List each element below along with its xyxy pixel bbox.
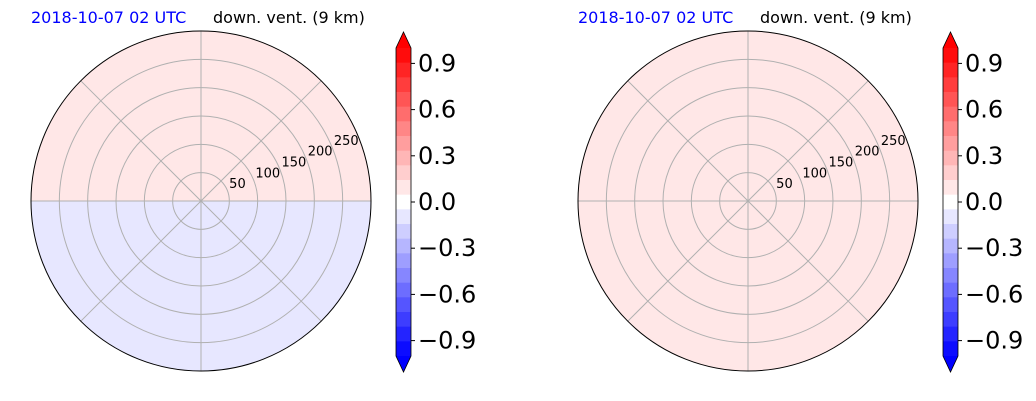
colorbar-segment bbox=[943, 77, 958, 93]
colorbar-segment bbox=[396, 180, 411, 196]
grid-layer bbox=[578, 31, 918, 371]
radial-tick-label: 150 bbox=[282, 155, 307, 170]
colorbar-segment bbox=[943, 92, 958, 108]
angular-gridline bbox=[80, 200, 202, 322]
colorbar-segment bbox=[396, 92, 411, 108]
polar-boundary bbox=[30, 30, 372, 372]
colorbar-segment bbox=[396, 326, 411, 342]
colorbar-tick-label: 0.0 bbox=[965, 188, 1003, 216]
right-title-variable: down. vent. (9 km) bbox=[760, 8, 912, 27]
colorbar-segment bbox=[943, 268, 958, 284]
colorbar-extend-min bbox=[943, 356, 958, 372]
colorbar-segment bbox=[943, 136, 958, 152]
colorbar-segment bbox=[396, 136, 411, 152]
colorbar-tick-label: −0.3 bbox=[418, 234, 476, 262]
colorbar-segment bbox=[943, 165, 958, 181]
colorbar-tick-label: 0.3 bbox=[965, 142, 1003, 170]
colorbar-segment bbox=[396, 341, 411, 357]
colorbar-segment bbox=[943, 150, 958, 166]
angular-gridline bbox=[627, 200, 749, 322]
colorbar-segment bbox=[943, 180, 958, 196]
colorbar-segment bbox=[396, 194, 411, 210]
colorbar-tick-label: 0.9 bbox=[965, 49, 1003, 77]
colorbar-segment bbox=[396, 282, 411, 298]
colorbar-segment bbox=[943, 341, 958, 357]
radial-tick-label: 200 bbox=[855, 145, 880, 160]
colorbar-extend-max bbox=[396, 32, 411, 48]
colorbar-segment bbox=[943, 282, 958, 298]
colorbar-tick-label: 0.0 bbox=[418, 188, 456, 216]
colorbar-segment bbox=[943, 326, 958, 342]
radial-tick-label: 250 bbox=[881, 134, 906, 149]
colorbar-tick-label: −0.6 bbox=[965, 280, 1023, 308]
colorbar-segment bbox=[396, 62, 411, 78]
angular-gridline bbox=[747, 80, 869, 202]
colorbar-segment bbox=[396, 224, 411, 240]
angular-gridline bbox=[627, 80, 749, 202]
colorbar-segment bbox=[943, 253, 958, 269]
colorbar-segment bbox=[396, 165, 411, 181]
colorbar-segment bbox=[396, 297, 411, 313]
angular-gridline bbox=[200, 200, 322, 322]
right-panel: 50 100 150 200 250 0.9 0.6 0.3 0.0 −0.3 −0.6 −0.9 2… bbox=[547, 0, 1036, 401]
colorbar-segment bbox=[943, 48, 958, 64]
angular-gridline bbox=[747, 200, 869, 322]
colorbar-segment bbox=[943, 194, 958, 210]
colorbar-segment bbox=[396, 106, 411, 122]
colorbar-segment bbox=[396, 150, 411, 166]
left-panel: 50 100 150 200 250 0.9 0.6 0.3 0.0 −0.3 −0.6 −0.9 2… bbox=[30, 8, 476, 373]
colorbar-tick-label: 0.9 bbox=[418, 49, 456, 77]
colorbar-segment bbox=[396, 121, 411, 137]
angular-gridline bbox=[200, 80, 322, 202]
colorbar: 0.9 0.6 0.3 0.0 −0.3 −0.6 −0.9 bbox=[942, 31, 1023, 373]
colorbar-extend-min bbox=[396, 356, 411, 372]
colorbar-segment bbox=[396, 312, 411, 328]
colorbar-tick-label: 0.6 bbox=[418, 96, 456, 124]
colorbar-tick-label: −0.6 bbox=[418, 280, 476, 308]
radial-tick-label: 100 bbox=[802, 166, 827, 181]
radial-tick-label: 200 bbox=[308, 145, 333, 160]
radial-tick-label: 150 bbox=[829, 155, 854, 170]
colorbar-segment bbox=[396, 209, 411, 225]
colorbar-tick-label: 0.3 bbox=[418, 142, 456, 170]
left-title-variable: down. vent. (9 km) bbox=[213, 8, 365, 27]
colorbar-segment bbox=[396, 48, 411, 64]
right-title-date: 2018-10-07 02 UTC bbox=[578, 8, 734, 27]
colorbar-segment bbox=[396, 77, 411, 93]
colorbar-extend-max bbox=[943, 32, 958, 48]
radial-tick-label: 100 bbox=[255, 166, 280, 181]
colorbar-segment bbox=[943, 224, 958, 240]
colorbar-segment bbox=[943, 238, 958, 254]
colorbar-segment bbox=[943, 209, 958, 225]
colorbar-segment bbox=[396, 268, 411, 284]
colorbar-tick-label: −0.9 bbox=[965, 327, 1023, 355]
colorbar-tick-label: −0.3 bbox=[965, 234, 1023, 262]
colorbar-segment bbox=[943, 106, 958, 122]
radial-tick-label: 50 bbox=[229, 177, 246, 192]
grid-layer bbox=[31, 31, 371, 371]
colorbar-tick-label: −0.9 bbox=[418, 327, 476, 355]
polar-boundary bbox=[577, 30, 919, 372]
colorbar-segment bbox=[943, 297, 958, 313]
colorbar-segment bbox=[943, 62, 958, 78]
colorbar: 0.9 0.6 0.3 0.0 −0.3 −0.6 −0.9 bbox=[395, 31, 476, 373]
colorbar-outline bbox=[395, 31, 412, 373]
colorbar-tick-label: 0.6 bbox=[965, 96, 1003, 124]
radial-tick-label: 50 bbox=[776, 177, 793, 192]
angular-gridline bbox=[80, 80, 202, 202]
left-title-date: 2018-10-07 02 UTC bbox=[31, 8, 187, 27]
colorbar-segment bbox=[943, 121, 958, 137]
colorbar-segment bbox=[396, 253, 411, 269]
colorbar-outline bbox=[942, 31, 959, 373]
colorbar-segment bbox=[943, 312, 958, 328]
colorbar-segment bbox=[396, 238, 411, 254]
radial-tick-label: 250 bbox=[334, 134, 359, 149]
